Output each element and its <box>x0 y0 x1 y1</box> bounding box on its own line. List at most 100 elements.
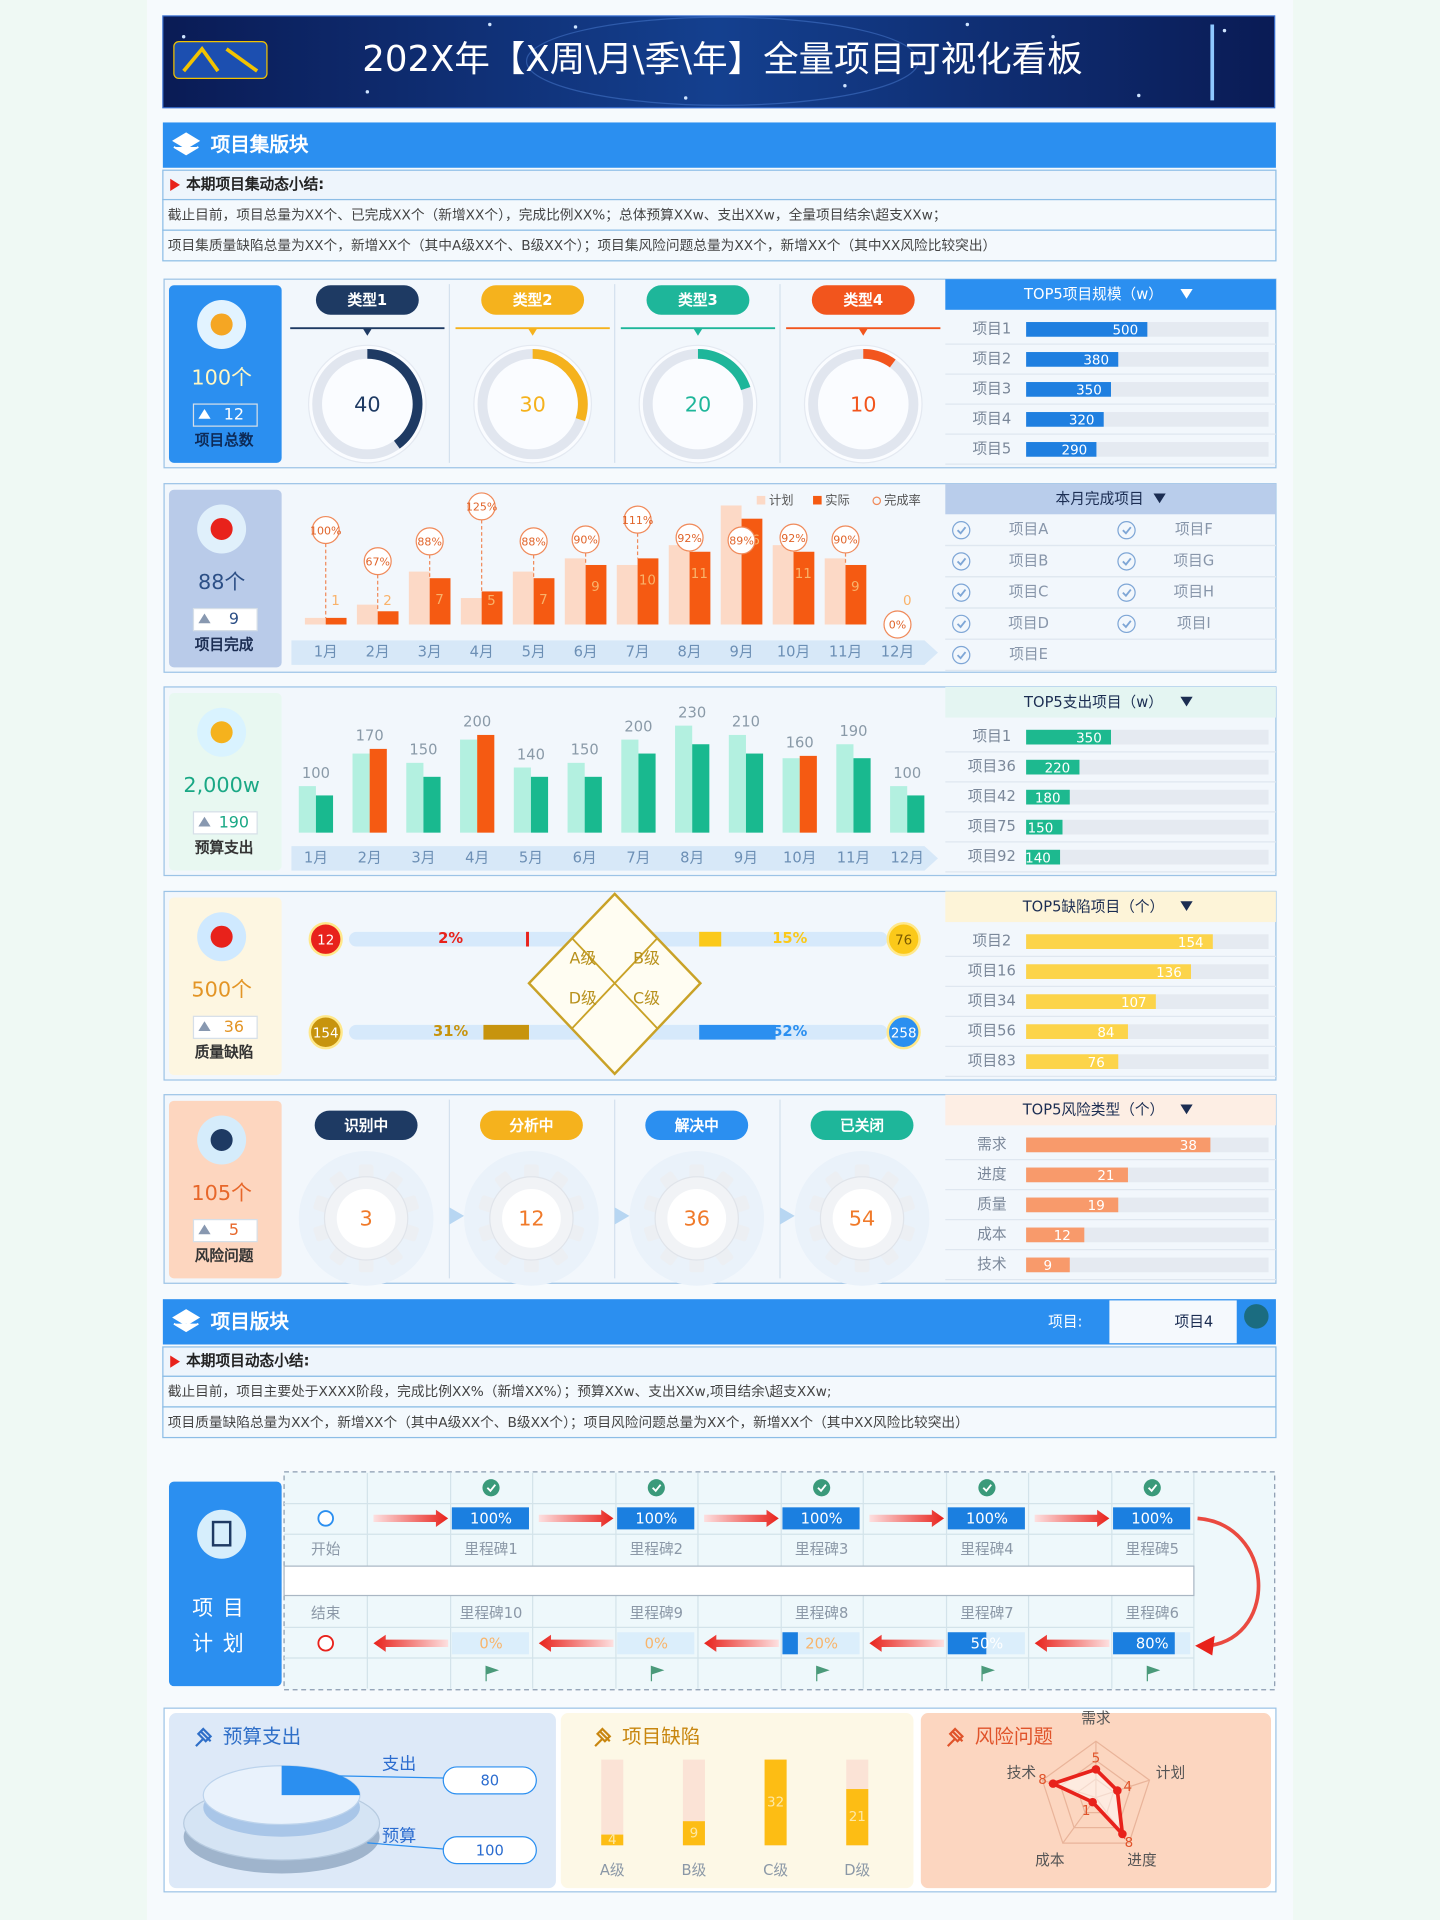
actual-value: 9 <box>851 580 860 595</box>
triangle-icon <box>362 327 373 336</box>
summary-row <box>162 198 1277 231</box>
plan-bar <box>304 617 326 625</box>
x-tick-label: C级 <box>763 1862 788 1879</box>
plan-bar <box>356 604 378 625</box>
stage-pill <box>810 1110 914 1140</box>
kpi-increase: 36 <box>224 1017 244 1036</box>
expense-bar <box>745 753 764 833</box>
flag <box>485 1665 500 1682</box>
gear-core <box>502 1188 561 1248</box>
check-mark <box>956 526 967 535</box>
section-icon <box>172 1309 201 1333</box>
donut-bg <box>803 344 923 464</box>
star <box>488 22 492 27</box>
type-label: 类型3 <box>678 291 718 309</box>
check-icon <box>1117 614 1136 634</box>
bar-label: 项目75 <box>968 818 1016 835</box>
done-check <box>982 1484 992 1493</box>
radar-label: 需求 <box>1081 1710 1111 1727</box>
rate-label: 88% <box>521 536 545 549</box>
milestone-name: 里程碑8 <box>795 1605 848 1622</box>
x-tick-label: 12月 <box>881 644 914 661</box>
bar-label: 进度 <box>977 1166 1007 1183</box>
bar <box>1026 789 1070 805</box>
bar-label: 项目3 <box>972 380 1011 397</box>
rate-label: 92% <box>677 532 701 545</box>
stage-value: 12 <box>518 1207 544 1231</box>
bar-track <box>1026 849 1269 865</box>
bar <box>1026 442 1097 457</box>
kpi-value: 100个 <box>191 365 252 389</box>
budget-value: 200 <box>463 714 491 731</box>
check-icon <box>952 583 971 602</box>
grade-label: B级 <box>633 948 660 967</box>
triangle-icon <box>1180 696 1193 707</box>
flow-arrow <box>538 1634 614 1652</box>
bar-value: 150 <box>1028 821 1054 836</box>
bar-track <box>1026 759 1269 775</box>
pin-icon <box>594 1727 612 1747</box>
rate-marker <box>363 547 392 576</box>
kpi-icon-core <box>211 1520 232 1547</box>
actual-value: 1 <box>331 594 340 609</box>
expense-bar <box>907 795 925 833</box>
increase-box <box>192 1218 258 1243</box>
legend-swatch <box>756 495 766 505</box>
plan-bar <box>564 558 586 625</box>
flag <box>981 1665 995 1682</box>
triangle-icon <box>858 327 869 336</box>
radar-point <box>1118 1829 1127 1839</box>
flag <box>816 1665 830 1682</box>
x-tick-label: A级 <box>600 1862 625 1879</box>
bar <box>601 1834 624 1846</box>
type-pill <box>811 285 915 315</box>
progress-label: 100% <box>1131 1511 1173 1528</box>
progress-bar <box>1113 1632 1175 1655</box>
rate-label: 0% <box>889 619 906 632</box>
list-item: 项目I <box>1177 615 1211 632</box>
plan-bar <box>408 571 430 625</box>
triangle-icon <box>198 816 211 827</box>
x-tick-label: 8月 <box>678 644 702 661</box>
check-icon <box>952 552 971 571</box>
stage-value: 54 <box>849 1207 875 1231</box>
value-label: 100 <box>476 1842 504 1859</box>
bar <box>1026 1227 1085 1243</box>
progress-bar <box>1113 1507 1191 1530</box>
x-tick-label: 1月 <box>314 644 338 661</box>
summary-heading: 本期项目集动态小结: <box>186 175 324 193</box>
donut-arc <box>697 348 751 391</box>
legend-label: 预算 <box>382 1827 416 1847</box>
x-tick-label: 5月 <box>519 849 543 866</box>
bar <box>1026 1167 1128 1183</box>
radar-label: 进度 <box>1127 1852 1157 1869</box>
stage-label: 识别中 <box>344 1117 388 1135</box>
defect-count: 12 <box>317 933 334 948</box>
x-tick-label: 2月 <box>366 644 390 661</box>
plan-bar <box>512 571 534 625</box>
x-tick-label: 6月 <box>574 644 598 661</box>
summary-text: 截止目前，项目主要处于XXXX阶段，完成比例XX%（新增XX%）；预算XXw、支… <box>168 1383 832 1400</box>
actual-value: 0 <box>903 594 912 609</box>
bar-label: 质量 <box>977 1196 1007 1213</box>
star <box>365 90 370 94</box>
x-tick-label: 3月 <box>418 644 442 661</box>
list-item: 项目D <box>1008 615 1049 632</box>
actual-bar <box>689 551 711 625</box>
selector-box[interactable] <box>1109 1300 1237 1344</box>
bar-value: 21 <box>1097 1169 1114 1184</box>
actual-bar <box>325 617 347 625</box>
rate-label: 100% <box>310 524 342 537</box>
bar <box>1026 1197 1119 1213</box>
budget-bar <box>728 734 746 833</box>
defect-bar <box>699 1024 776 1040</box>
bar <box>682 1821 705 1846</box>
stage-label: 解决中 <box>675 1117 719 1135</box>
actual-bar <box>585 564 607 625</box>
rate-label: 92% <box>781 532 805 545</box>
kpi-increase: 9 <box>229 609 239 628</box>
kpi-box <box>168 1481 282 1687</box>
done-icon <box>482 1479 500 1497</box>
x-tick-label: 8月 <box>680 849 704 866</box>
